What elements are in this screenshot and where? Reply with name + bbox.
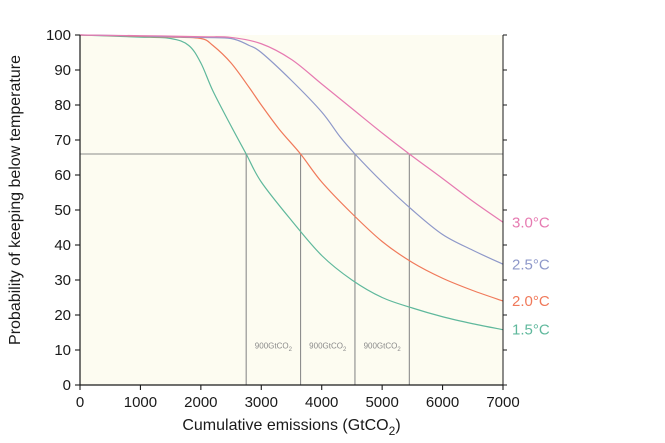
x-axis-title: Cumulative emissions (GtCO2) xyxy=(182,417,400,438)
x-tick-label: 5000 xyxy=(365,394,398,411)
series-lines xyxy=(79,34,504,331)
y-tick-label: 60 xyxy=(54,167,71,184)
series-line xyxy=(79,34,504,223)
y-tick-labels: 0 10 20 30 40 50 60 70 80 90 100 xyxy=(46,27,71,394)
y-tick-label: 100 xyxy=(46,27,71,44)
series-label: 2.5°C xyxy=(512,256,550,273)
x-tick-label: 4000 xyxy=(305,394,338,411)
span-labels: 900GtCO2 900GtCO2 900GtCO2 xyxy=(255,341,402,353)
series-line xyxy=(79,34,504,331)
y-tick-label: 20 xyxy=(54,307,71,324)
x-tick-label: 2000 xyxy=(184,394,217,411)
y-tick-label: 0 xyxy=(63,377,71,394)
span-label: 900GtCO2 xyxy=(309,341,347,353)
series-labels: 1.5°C 2.0°C 2.5°C 3.0°C xyxy=(512,214,550,338)
y-tick-label: 30 xyxy=(54,272,71,289)
axes xyxy=(75,34,507,390)
y-axis-title: Probability of keeping below temperature xyxy=(7,55,24,345)
y-tick-label: 40 xyxy=(54,237,71,254)
y-tick-label: 10 xyxy=(54,342,71,359)
y-tick-label: 90 xyxy=(54,62,71,79)
x-tick-label: 3000 xyxy=(245,394,278,411)
series-label: 3.0°C xyxy=(512,214,550,231)
span-label: 900GtCO2 xyxy=(364,341,402,353)
x-tick-labels: 0 1000 2000 3000 4000 5000 6000 7000 xyxy=(76,394,520,411)
plot-area xyxy=(80,35,503,385)
x-tick-label: 1000 xyxy=(124,394,157,411)
span-label: 900GtCO2 xyxy=(255,341,293,353)
series-label: 1.5°C xyxy=(512,322,550,339)
series-line xyxy=(79,34,504,265)
threshold-lines xyxy=(80,153,503,385)
x-tick-label: 7000 xyxy=(486,394,519,411)
y-tick-label: 80 xyxy=(54,97,71,114)
y-tick-label: 70 xyxy=(54,132,71,149)
series-label: 2.0°C xyxy=(512,293,550,310)
y-tick-label: 50 xyxy=(54,202,71,219)
x-tick-label: 0 xyxy=(76,394,84,411)
x-tick-label: 6000 xyxy=(426,394,459,411)
